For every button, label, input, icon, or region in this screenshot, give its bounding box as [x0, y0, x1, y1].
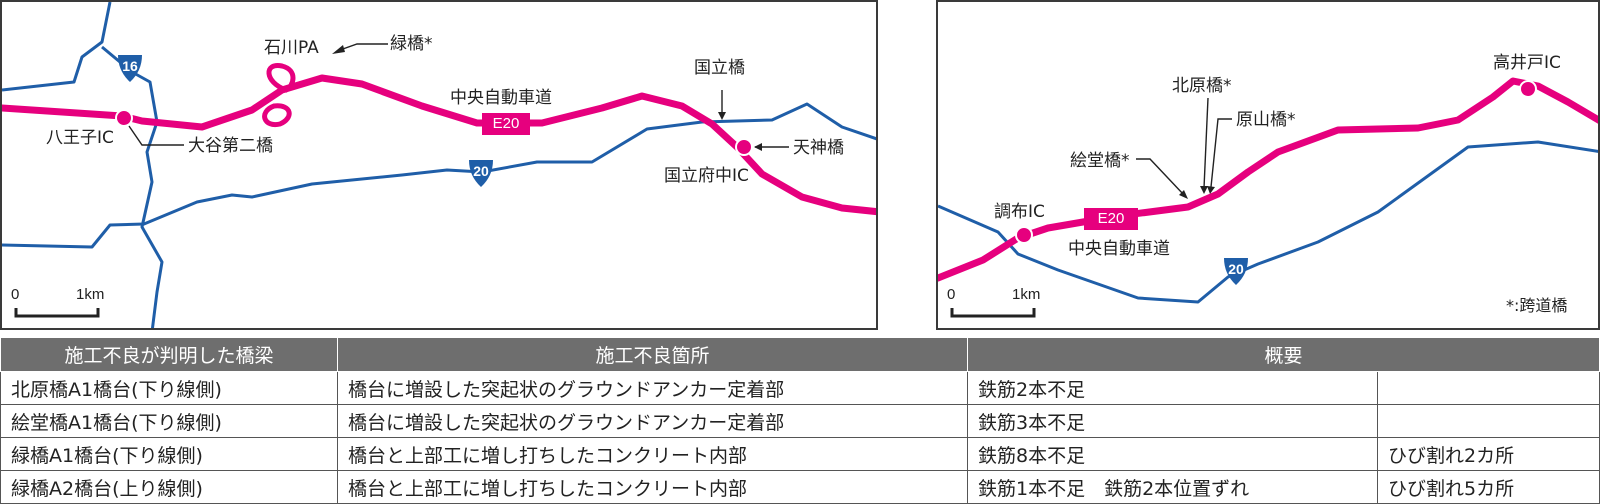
- route-16-shield: 16: [115, 53, 145, 83]
- midori-bashi-label: 緑橋*: [390, 34, 433, 54]
- takaido-ic-label: 高井戸IC: [1493, 53, 1561, 73]
- expressway-line: [938, 77, 1598, 282]
- kitahara-bashi-label: 北原橋*: [1172, 76, 1232, 96]
- leader-arrow: [1200, 186, 1208, 194]
- cell-cracks: ひび割れ2カ所: [1377, 437, 1600, 471]
- tenjin-bashi-label: 天神橋: [793, 138, 844, 158]
- road-line: [2, 2, 112, 92]
- road-line: [938, 140, 1598, 304]
- map-right: 20 E20 高井戸IC 北原橋* 原山橋* 絵堂橋* 調布IC 中央自動車道 …: [936, 0, 1600, 330]
- chuo-expressway-label: 中央自動車道: [1068, 239, 1170, 259]
- scale-zero: 0: [947, 286, 956, 303]
- legend-note: *:跨道橋: [1506, 296, 1568, 315]
- cell-location: 橋台に増設した突起状のグラウンドアンカー定着部: [337, 404, 968, 438]
- leader-line: [339, 43, 388, 51]
- table-row: 絵堂橋A1橋台(下り線側) 橋台に増設した突起状のグラウンドアンカー定着部 鉄筋…: [0, 404, 1600, 438]
- e20-shield: E20: [482, 113, 530, 135]
- cell-summary: 鉄筋3本不足: [967, 404, 1378, 438]
- cell-summary: 鉄筋1本不足 鉄筋2本位置ずれ: [967, 470, 1378, 504]
- scale-bar: [950, 308, 1036, 318]
- scale-unit: 1km: [76, 286, 105, 303]
- chofu-ic-label: 調布IC: [994, 202, 1045, 222]
- cell-cracks: [1377, 404, 1600, 438]
- cell-cracks: ひび割れ5カ所: [1377, 470, 1600, 504]
- header-summary: 概要: [967, 337, 1600, 372]
- scale-zero: 0: [11, 286, 20, 303]
- chuo-expressway-label: 中央自動車道: [450, 88, 552, 108]
- header-location: 施工不良箇所: [337, 337, 968, 372]
- leader-line: [1210, 118, 1232, 188]
- hachioji-ic-marker: [115, 109, 133, 127]
- table-header-row: 施工不良が判明した橋梁 施工不良箇所 概要: [0, 337, 1600, 372]
- route-20-shield: 20: [466, 158, 496, 188]
- scale-unit: 1km: [1012, 286, 1041, 303]
- table-row: 北原橋A1橋台(下り線側) 橋台に増設した突起状のグラウンドアンカー定着部 鉄筋…: [0, 371, 1600, 405]
- cell-location: 橋台と上部工に増し打ちしたコンクリート内部: [337, 470, 968, 504]
- road-line: [2, 102, 876, 249]
- leader-arrow: [718, 112, 726, 120]
- scale-bar: [14, 308, 100, 318]
- route-20-shield: 20: [1221, 256, 1251, 286]
- cell-bridge: 緑橋A2橋台(上り線側): [0, 470, 338, 504]
- leader-line: [1136, 158, 1185, 196]
- kunitachi-bashi-label: 国立橋: [694, 58, 745, 78]
- e20-shield: E20: [1084, 208, 1138, 230]
- cell-bridge: 緑橋A1橋台(下り線側): [0, 437, 338, 471]
- header-bridge: 施工不良が判明した橋梁: [0, 337, 338, 372]
- map-right-roads: [938, 77, 1598, 318]
- table-row: 緑橋A1橋台(下り線側) 橋台と上部工に増し打ちしたコンクリート内部 鉄筋8本不…: [0, 437, 1600, 471]
- ishikawa-pa-loops: [262, 63, 296, 128]
- leader-line: [128, 125, 184, 146]
- cell-bridge: 北原橋A1橋台(下り線側): [0, 371, 338, 405]
- hachioji-ic-label: 八王子IC: [46, 128, 114, 148]
- chofu-ic-marker: [1015, 226, 1033, 244]
- table-row: 緑橋A2橋台(上り線側) 橋台と上部工に増し打ちしたコンクリート内部 鉄筋1本不…: [0, 470, 1600, 504]
- leader-arrow: [1207, 186, 1215, 194]
- otani-daini-bashi-label: 大谷第二橋: [188, 136, 273, 156]
- cell-bridge: 絵堂橋A1橋台(下り線側): [0, 404, 338, 438]
- cell-summary: 鉄筋2本不足: [967, 371, 1378, 405]
- cell-location: 橋台に増設した突起状のグラウンドアンカー定着部: [337, 371, 968, 405]
- leader-line: [1203, 97, 1209, 189]
- cell-cracks: [1377, 371, 1600, 405]
- map-left: 16 20 E20 石川PA 緑橋* 八王子IC 大谷第二橋 中央自動車道 国立…: [0, 0, 878, 330]
- takaido-ic-marker: [1519, 80, 1537, 98]
- cell-location: 橋台と上部工に増し打ちしたコンクリート内部: [337, 437, 968, 471]
- leader-arrow: [332, 45, 345, 54]
- edo-bashi-label: 絵堂橋*: [1070, 151, 1130, 171]
- ishikawa-pa-label: 石川PA: [264, 38, 319, 58]
- leader-arrow: [1179, 190, 1188, 199]
- harayama-bashi-label: 原山橋*: [1236, 110, 1296, 130]
- leader-arrow: [754, 143, 762, 151]
- cell-summary: 鉄筋8本不足: [967, 437, 1378, 471]
- kunitachi-fuchu-ic-marker: [735, 138, 753, 156]
- defect-table: 施工不良が判明した橋梁 施工不良箇所 概要 北原橋A1橋台(下り線側) 橋台に増…: [0, 337, 1600, 504]
- road-line: [101, 45, 164, 328]
- kunitachi-fuchu-ic-label: 国立府中IC: [664, 166, 749, 186]
